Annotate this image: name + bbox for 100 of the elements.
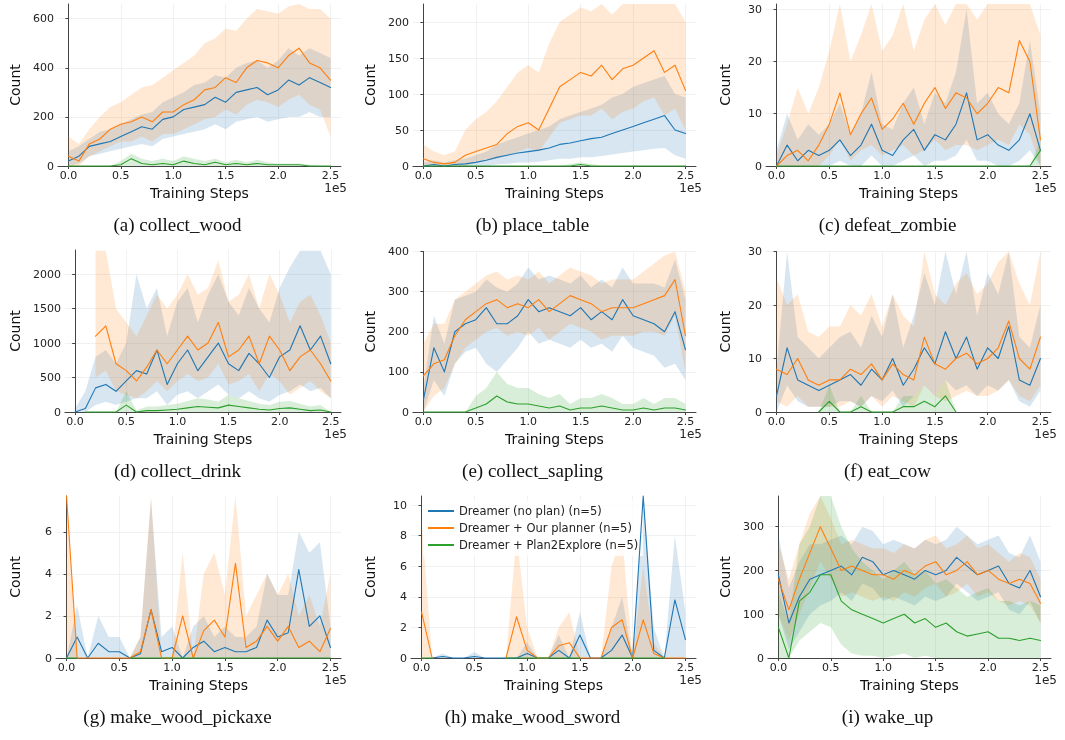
line-series	[776, 92, 1041, 167]
x-tick-label: 1.5	[926, 169, 944, 182]
x-tick-label: 0.0	[414, 415, 433, 428]
x-axis-title: Training Steps	[504, 185, 604, 201]
x-tick-label: 0.0	[66, 415, 84, 428]
text: (h) make_wood_sword	[444, 706, 621, 728]
x-tick-label: 2.5	[321, 661, 340, 674]
y-tick-label: 20	[748, 54, 762, 68]
x-tick-label: 2.5	[676, 415, 695, 428]
y-tick-label: 2	[45, 609, 52, 623]
x-tick-label: 1.0	[874, 661, 892, 674]
x-axis-title: Training Steps	[858, 185, 958, 201]
x-tick-label: 2.0	[623, 661, 642, 674]
y-tick-label: 100	[742, 607, 764, 621]
x-tick-label: 0.5	[822, 661, 840, 674]
text: 1e5	[1034, 181, 1057, 195]
x-tick-label: 2.0	[624, 169, 642, 182]
line-series	[776, 325, 1041, 397]
line-series	[66, 569, 331, 659]
x-axis-title: Training Steps	[148, 677, 248, 693]
y-axis-title: Count	[717, 555, 733, 598]
y-tick-label: 0	[46, 159, 54, 173]
y-tick-label: 0	[401, 405, 409, 419]
y-axis-title: Count	[362, 555, 378, 598]
x-tick-label: 1.5	[571, 415, 590, 428]
x-tick-label: 2.5	[322, 415, 340, 428]
line-series	[67, 158, 332, 167]
x-tick-label: 0.5	[467, 415, 485, 428]
y-tick-label: 30	[748, 245, 762, 258]
x-tick-label: 2.5	[1031, 661, 1050, 674]
line-series	[777, 556, 1042, 624]
y-tick-label: 600	[32, 12, 54, 26]
x-tick-label: 0.5	[465, 661, 484, 674]
text: 1e5	[679, 673, 702, 687]
x-tick-label: 1.0	[168, 415, 187, 428]
text: (d) collect_drink	[113, 460, 242, 482]
y-tick-label: 200	[387, 15, 409, 29]
x-tick-label: 2.0	[979, 661, 997, 674]
x-tick-label: 2.0	[268, 661, 287, 674]
y-axis-title: Count	[7, 63, 23, 106]
x-tick-label: 2.0	[270, 415, 289, 428]
legend-label: Dreamer + Our planner (n=5)	[459, 521, 632, 535]
x-tick-label: 1.0	[518, 661, 536, 674]
y-tick-label: 200	[387, 325, 409, 339]
x-tick-label: 2.5	[1031, 169, 1050, 182]
y-tick-label: 50	[394, 123, 409, 137]
y-tick-label: 6	[45, 525, 52, 539]
y-axis-title: Count	[362, 63, 378, 106]
y-tick-label: 20	[748, 298, 762, 312]
y-tick-label: 100	[387, 87, 409, 101]
y-tick-label: 10	[748, 107, 762, 121]
line-series	[422, 395, 687, 413]
y-tick-label: 0	[401, 159, 409, 173]
x-tick-label: 0.5	[117, 415, 135, 428]
x-tick-label: 2.0	[269, 169, 287, 182]
y-axis-title: Count	[7, 555, 23, 598]
x-tick-label: 0.0	[412, 661, 431, 674]
x-tick-label: 0.0	[59, 169, 78, 182]
line-series	[67, 77, 332, 162]
x-tick-label: 1.5	[926, 415, 944, 428]
x-tick-label: 2.0	[624, 415, 642, 428]
x-tick-label: 1.5	[216, 661, 234, 674]
x-tick-label: 1.0	[163, 661, 181, 674]
x-tick-label: 1.5	[926, 661, 945, 674]
line-series	[422, 279, 687, 377]
y-tick-label: 2000	[32, 267, 61, 281]
line-series	[777, 526, 1042, 611]
y-tick-label: 150	[387, 51, 409, 65]
x-tick-label: 0.5	[467, 169, 485, 182]
x-tick-label: 1.0	[519, 169, 537, 182]
x-tick-label: 1.5	[216, 169, 235, 182]
x-tick-label: 2.0	[978, 415, 997, 428]
y-tick-label: 100	[387, 365, 409, 379]
y-tick-label: 0	[756, 651, 764, 665]
text: (a) collect_wood	[113, 214, 243, 236]
x-axis-title: Training Steps	[503, 677, 603, 693]
x-axis-title: Training Steps	[859, 677, 959, 693]
x-tick-label: 0.5	[110, 661, 129, 674]
x-tick-label: 1.5	[219, 415, 238, 428]
y-tick-label: 500	[39, 371, 61, 385]
text: 1e5	[679, 427, 702, 441]
line-series	[777, 574, 1042, 659]
y-tick-label: 10	[748, 352, 762, 365]
y-tick-label: 0	[45, 651, 52, 665]
text: 1e5	[324, 673, 347, 687]
x-tick-label: 0.0	[769, 661, 788, 674]
y-tick-label: 6	[400, 559, 407, 573]
text: (i) wake_up	[841, 706, 934, 728]
y-tick-label: 200	[32, 110, 54, 124]
x-tick-label: 0.5	[820, 415, 839, 428]
x-tick-label: 1.0	[519, 415, 537, 428]
x-tick-label: 1.0	[873, 169, 891, 182]
y-axis-title: Count	[362, 310, 378, 353]
y-tick-label: 4	[400, 590, 407, 604]
y-tick-label: 1000	[32, 336, 61, 350]
line-series	[422, 299, 687, 401]
x-tick-label: 0.5	[112, 169, 130, 182]
text: 1e5	[679, 181, 702, 195]
y-tick-label: 0	[53, 405, 61, 419]
x-tick-label: 0.0	[767, 169, 786, 182]
